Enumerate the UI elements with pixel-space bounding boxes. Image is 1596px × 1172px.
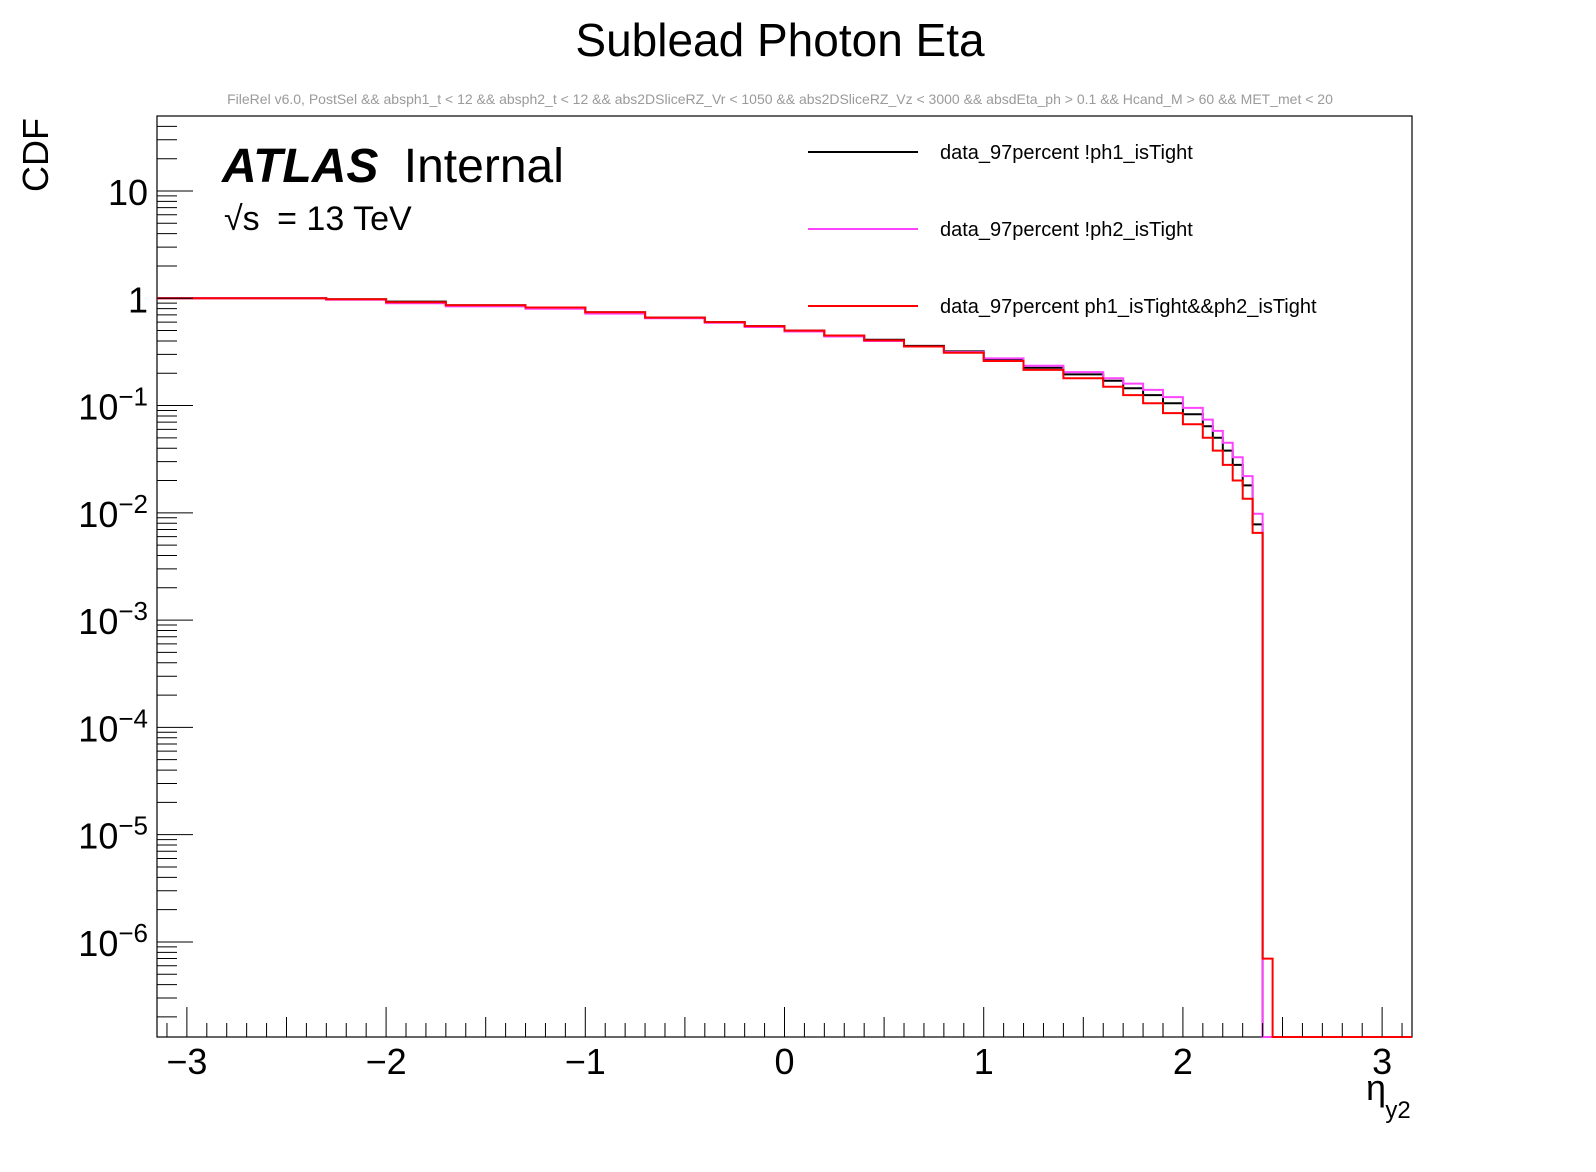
svg-text:ATLAS Internal: ATLAS Internal [221, 140, 564, 193]
y-tick-label-base: 10 [78, 708, 118, 749]
y-tick-label-7: 10−6 [78, 918, 148, 964]
x-tick-label-0: −3 [166, 1041, 207, 1082]
y-tick-label-exponent: −5 [118, 811, 148, 841]
legend-label-3: data_97percent ph1_isTight&&ph2_isTight [940, 296, 1317, 318]
energy-text: = 13 TeV [277, 200, 412, 238]
x-tick-label-3: 0 [774, 1041, 794, 1082]
plot-frame [156, 115, 1413, 1038]
chart-title: Sublead Photon Eta [575, 14, 985, 66]
energy-sqrt: √s [224, 200, 260, 238]
y-tick-label-5: 10−4 [78, 703, 148, 749]
y-tick-label-base: 10 [108, 172, 148, 213]
y-tick-label-2: 10−1 [78, 382, 148, 428]
x-tick-label-6: 3 [1372, 1041, 1392, 1082]
x-tick-label-4: 1 [974, 1041, 994, 1082]
y-tick-label-base: 10 [78, 494, 118, 535]
y-tick-label-exponent: −1 [118, 382, 148, 412]
y-tick-label-base: 10 [78, 387, 118, 428]
legend-label-2: data_97percent !ph2_isTight [940, 219, 1193, 241]
x-tick-label-5: 2 [1173, 1041, 1193, 1082]
y-tick-label-4: 10−3 [78, 596, 148, 642]
y-tick-label-exponent: −2 [118, 489, 148, 519]
series-line-2 [157, 297, 1412, 1038]
legend-label-1: data_97percent !ph1_isTight [940, 142, 1193, 164]
atlas-label: ATLAS Internal √s = 13 TeV [221, 140, 564, 238]
atlas-label-status: Internal [404, 140, 564, 193]
chart-subtitle: FileRel v6.0, PostSel && absph1_t < 12 &… [227, 91, 1333, 107]
y-tick-label-6: 10−5 [78, 811, 148, 857]
svg-text:√s = 13 TeV: √s = 13 TeV [224, 200, 412, 238]
x-axis-label: η y2 [1366, 1067, 1411, 1124]
series-layer [157, 297, 1412, 1038]
series-line-1 [157, 297, 1412, 1038]
x-tick-label-1: −2 [366, 1041, 407, 1082]
y-tick-label-0: 10 [108, 172, 148, 213]
x-axis-label-main: η [1366, 1067, 1386, 1108]
x-axis-ticks: −3 −2 −1 0 1 2 3 [166, 1007, 1403, 1082]
legend: data_97percent !ph1_isTight data_97percen… [808, 142, 1317, 318]
y-tick-label-base: 10 [78, 816, 118, 857]
y-tick-label-exponent: −4 [118, 703, 148, 733]
y-tick-label-exponent: −3 [118, 596, 148, 626]
y-tick-label-3: 10−2 [78, 489, 148, 535]
y-tick-label-base: 10 [78, 923, 118, 964]
y-tick-label-1: 1 [128, 279, 148, 320]
series-line-3 [157, 297, 1412, 1038]
x-axis-label-subscript: y2 [1385, 1097, 1410, 1124]
y-axis-label: CDF [15, 118, 56, 192]
y-tick-label-base: 1 [128, 279, 148, 320]
x-tick-label-2: −1 [565, 1041, 606, 1082]
y-tick-label-base: 10 [78, 601, 118, 642]
atlas-label-bold: ATLAS [221, 140, 378, 193]
y-tick-label-exponent: −6 [118, 918, 148, 948]
